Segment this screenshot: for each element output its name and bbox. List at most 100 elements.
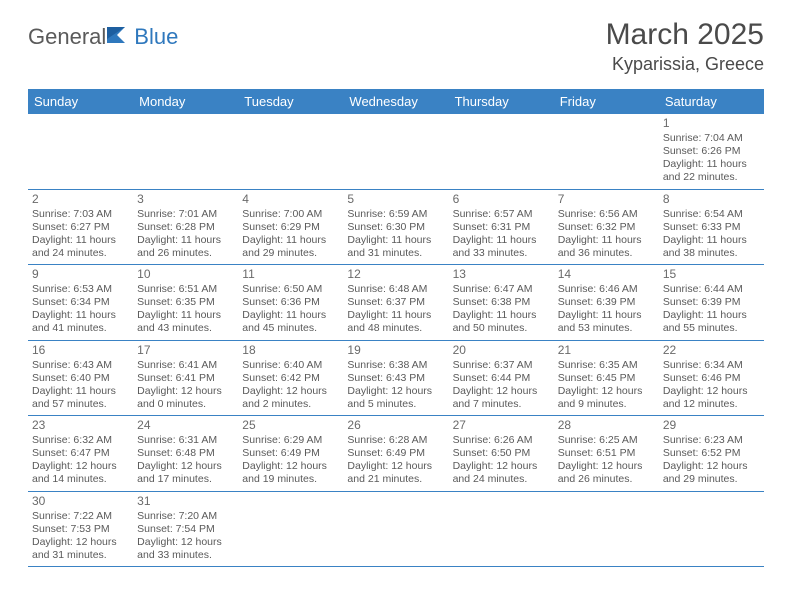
daylight-line-2: and 14 minutes.: [32, 473, 129, 486]
sunrise-line: Sunrise: 6:38 AM: [347, 359, 444, 372]
daylight-line-1: Daylight: 12 hours: [137, 385, 234, 398]
calendar-day: 31Sunrise: 7:20 AMSunset: 7:54 PMDayligh…: [133, 492, 238, 567]
sunset-line: Sunset: 6:50 PM: [453, 447, 550, 460]
day-number: 16: [32, 343, 129, 358]
weekday-header: SundayMondayTuesdayWednesdayThursdayFrid…: [28, 89, 764, 114]
flag-icon: [107, 25, 131, 50]
day-number: 10: [137, 267, 234, 282]
sunset-line: Sunset: 6:44 PM: [453, 372, 550, 385]
calendar-day: 15Sunrise: 6:44 AMSunset: 6:39 PMDayligh…: [659, 265, 764, 340]
sunset-line: Sunset: 6:48 PM: [137, 447, 234, 460]
weekday-label: Sunday: [28, 89, 133, 114]
sunrise-line: Sunrise: 6:28 AM: [347, 434, 444, 447]
day-number: 23: [32, 418, 129, 433]
daylight-line-1: Daylight: 11 hours: [32, 385, 129, 398]
sunset-line: Sunset: 7:53 PM: [32, 523, 129, 536]
daylight-line-2: and 0 minutes.: [137, 398, 234, 411]
brand-part1: General: [28, 24, 106, 50]
sunset-line: Sunset: 6:28 PM: [137, 221, 234, 234]
sunset-line: Sunset: 6:30 PM: [347, 221, 444, 234]
daylight-line-2: and 12 minutes.: [663, 398, 760, 411]
sunrise-line: Sunrise: 6:35 AM: [558, 359, 655, 372]
day-number: 28: [558, 418, 655, 433]
daylight-line-1: Daylight: 12 hours: [242, 385, 339, 398]
weekday-label: Friday: [554, 89, 659, 114]
calendar-week: 9Sunrise: 6:53 AMSunset: 6:34 PMDaylight…: [28, 265, 764, 341]
daylight-line-1: Daylight: 12 hours: [242, 460, 339, 473]
day-number: 15: [663, 267, 760, 282]
calendar-day: 23Sunrise: 6:32 AMSunset: 6:47 PMDayligh…: [28, 416, 133, 491]
daylight-line-2: and 31 minutes.: [32, 549, 129, 562]
sunrise-line: Sunrise: 7:22 AM: [32, 510, 129, 523]
sunset-line: Sunset: 6:43 PM: [347, 372, 444, 385]
sunrise-line: Sunrise: 7:20 AM: [137, 510, 234, 523]
sunrise-line: Sunrise: 6:44 AM: [663, 283, 760, 296]
daylight-line-1: Daylight: 12 hours: [558, 460, 655, 473]
sunrise-line: Sunrise: 6:46 AM: [558, 283, 655, 296]
daylight-line-2: and 24 minutes.: [32, 247, 129, 260]
calendar-day-empty: [238, 114, 343, 189]
day-number: 13: [453, 267, 550, 282]
calendar-day: 22Sunrise: 6:34 AMSunset: 6:46 PMDayligh…: [659, 341, 764, 416]
day-number: 29: [663, 418, 760, 433]
day-number: 11: [242, 267, 339, 282]
calendar-day: 21Sunrise: 6:35 AMSunset: 6:45 PMDayligh…: [554, 341, 659, 416]
title-block: March 2025 Kyparissia, Greece: [606, 18, 764, 75]
calendar-day: 2Sunrise: 7:03 AMSunset: 6:27 PMDaylight…: [28, 190, 133, 265]
sunrise-line: Sunrise: 6:54 AM: [663, 208, 760, 221]
calendar-day: 12Sunrise: 6:48 AMSunset: 6:37 PMDayligh…: [343, 265, 448, 340]
calendar-day: 27Sunrise: 6:26 AMSunset: 6:50 PMDayligh…: [449, 416, 554, 491]
sunrise-line: Sunrise: 6:57 AM: [453, 208, 550, 221]
calendar-day-empty: [343, 492, 448, 567]
calendar-day: 29Sunrise: 6:23 AMSunset: 6:52 PMDayligh…: [659, 416, 764, 491]
day-number: 22: [663, 343, 760, 358]
calendar-week: 30Sunrise: 7:22 AMSunset: 7:53 PMDayligh…: [28, 492, 764, 568]
day-number: 1: [663, 116, 760, 131]
daylight-line-1: Daylight: 12 hours: [32, 536, 129, 549]
calendar-day-empty: [449, 114, 554, 189]
day-number: 2: [32, 192, 129, 207]
calendar-day: 25Sunrise: 6:29 AMSunset: 6:49 PMDayligh…: [238, 416, 343, 491]
daylight-line-2: and 45 minutes.: [242, 322, 339, 335]
daylight-line-2: and 17 minutes.: [137, 473, 234, 486]
sunset-line: Sunset: 7:54 PM: [137, 523, 234, 536]
daylight-line-1: Daylight: 11 hours: [242, 234, 339, 247]
daylight-line-1: Daylight: 11 hours: [137, 309, 234, 322]
sunrise-line: Sunrise: 6:43 AM: [32, 359, 129, 372]
daylight-line-2: and 36 minutes.: [558, 247, 655, 260]
daylight-line-1: Daylight: 11 hours: [453, 309, 550, 322]
sunrise-line: Sunrise: 6:31 AM: [137, 434, 234, 447]
daylight-line-1: Daylight: 12 hours: [137, 460, 234, 473]
sunrise-line: Sunrise: 7:03 AM: [32, 208, 129, 221]
daylight-line-2: and 19 minutes.: [242, 473, 339, 486]
sunrise-line: Sunrise: 6:59 AM: [347, 208, 444, 221]
calendar-day: 4Sunrise: 7:00 AMSunset: 6:29 PMDaylight…: [238, 190, 343, 265]
daylight-line-1: Daylight: 11 hours: [558, 234, 655, 247]
day-number: 30: [32, 494, 129, 509]
daylight-line-1: Daylight: 12 hours: [663, 460, 760, 473]
calendar-week: 2Sunrise: 7:03 AMSunset: 6:27 PMDaylight…: [28, 190, 764, 266]
daylight-line-1: Daylight: 11 hours: [663, 309, 760, 322]
calendar-day: 8Sunrise: 6:54 AMSunset: 6:33 PMDaylight…: [659, 190, 764, 265]
sunrise-line: Sunrise: 6:23 AM: [663, 434, 760, 447]
day-number: 31: [137, 494, 234, 509]
calendar-day: 11Sunrise: 6:50 AMSunset: 6:36 PMDayligh…: [238, 265, 343, 340]
calendar-day: 19Sunrise: 6:38 AMSunset: 6:43 PMDayligh…: [343, 341, 448, 416]
brand-logo: General Blue: [28, 24, 178, 50]
daylight-line-2: and 48 minutes.: [347, 322, 444, 335]
daylight-line-2: and 29 minutes.: [663, 473, 760, 486]
daylight-line-1: Daylight: 11 hours: [347, 234, 444, 247]
daylight-line-1: Daylight: 11 hours: [32, 309, 129, 322]
calendar-day-empty: [554, 114, 659, 189]
sunrise-line: Sunrise: 6:34 AM: [663, 359, 760, 372]
calendar-day-empty: [343, 114, 448, 189]
day-number: 18: [242, 343, 339, 358]
calendar-day: 30Sunrise: 7:22 AMSunset: 7:53 PMDayligh…: [28, 492, 133, 567]
calendar-week: 16Sunrise: 6:43 AMSunset: 6:40 PMDayligh…: [28, 341, 764, 417]
day-number: 12: [347, 267, 444, 282]
sunrise-line: Sunrise: 6:32 AM: [32, 434, 129, 447]
daylight-line-2: and 7 minutes.: [453, 398, 550, 411]
header: General Blue March 2025 Kyparissia, Gree…: [0, 0, 792, 83]
daylight-line-1: Daylight: 11 hours: [137, 234, 234, 247]
sunrise-line: Sunrise: 6:53 AM: [32, 283, 129, 296]
